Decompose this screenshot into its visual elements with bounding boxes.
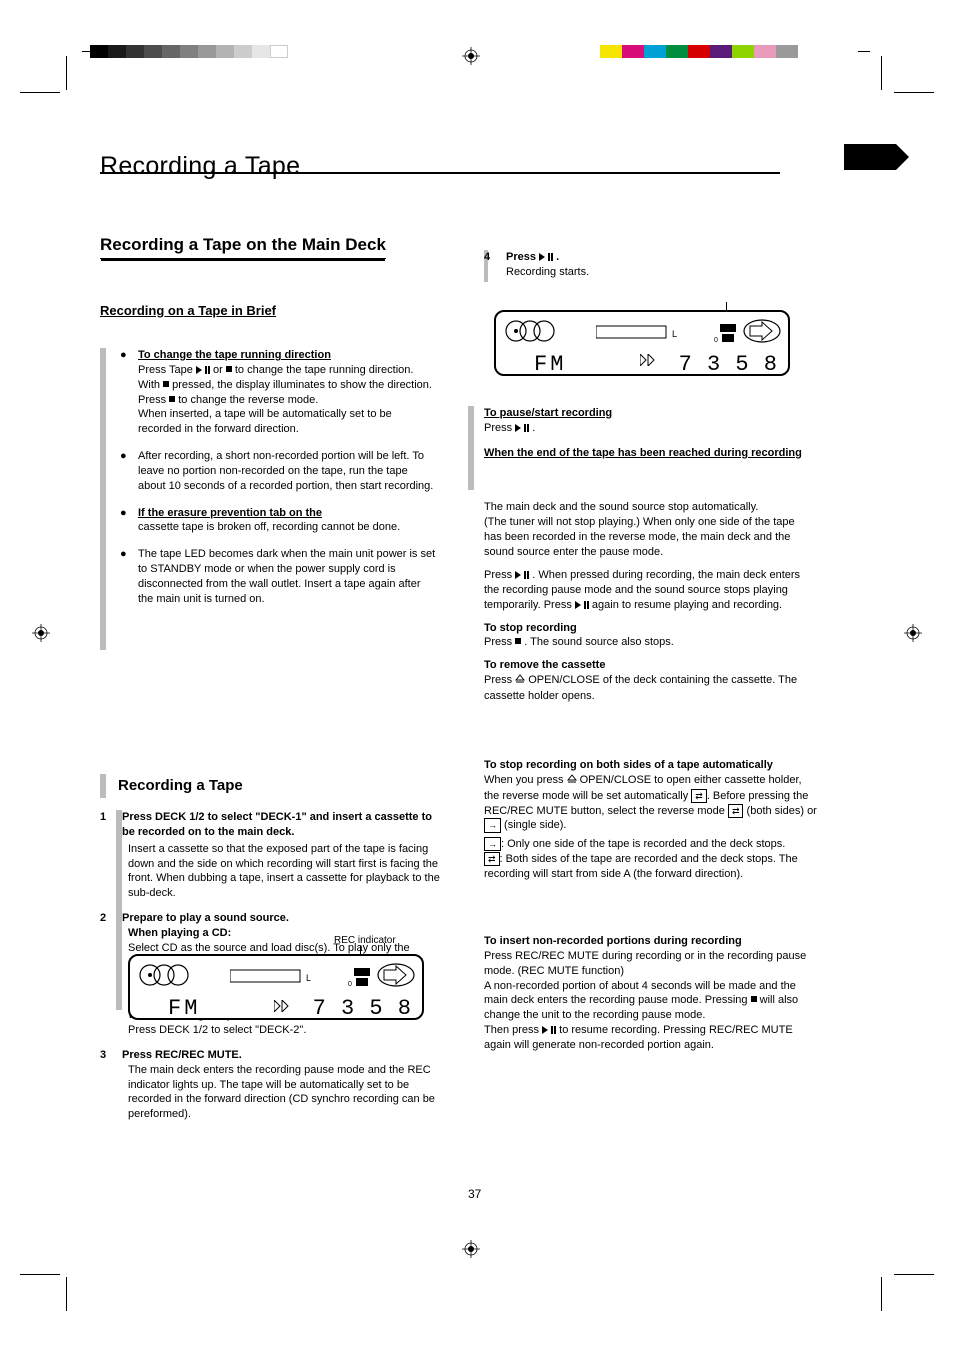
body-text: To insert non-recorded portions during r…: [484, 934, 818, 1053]
registration-mark-right: [904, 624, 922, 642]
note-block: ● To change the tape running direction P…: [120, 348, 438, 607]
subsection-heading: Recording on a Tape in Brief: [100, 302, 432, 320]
procedure-heading: Recording a Tape: [118, 776, 450, 796]
tick-mark: [66, 56, 67, 90]
svg-text:0: 0: [348, 981, 352, 988]
section-tab: [844, 144, 896, 170]
page-title: Recording a Tape: [100, 150, 300, 184]
lcd-band: FM: [534, 350, 566, 380]
tick-mark: [894, 92, 934, 93]
disc-icon: [504, 318, 556, 344]
lcd-figure: REC indicator L 0 FM 7 3 5 8: [128, 946, 460, 1020]
body-text: The main deck and the sound source stop …: [484, 500, 804, 559]
disc-icon: [138, 962, 190, 988]
registration-mark-left: [32, 624, 50, 642]
meter-icon: L: [596, 322, 682, 342]
lcd-ff-icon: [640, 354, 664, 371]
tape-out-icon: [742, 318, 782, 344]
lcd-freq: 7 3 5 8: [679, 350, 778, 380]
sidebar-rule: [468, 406, 474, 490]
tick-mark: [858, 51, 870, 52]
lcd-ff-icon: [274, 998, 298, 1017]
tick-mark: [20, 92, 60, 93]
tick-mark: [82, 51, 94, 52]
sidebar-rule: [100, 774, 106, 798]
svg-text:L: L: [306, 973, 311, 983]
title-rule: [100, 172, 780, 174]
registration-mark-top: [462, 47, 480, 65]
lcd-figure: L 0 FM 7 3 5 8: [494, 310, 790, 376]
body-text: Press . When pressed during recording, t…: [484, 568, 818, 704]
page-number: 37: [468, 1186, 481, 1202]
tick-mark: [881, 56, 882, 90]
svg-text:L: L: [672, 329, 677, 339]
svg-text:0: 0: [714, 337, 718, 344]
lcd-band: FM: [168, 994, 200, 1024]
color-swatch: [600, 45, 798, 58]
lcd-freq: 7 3 5 8: [313, 994, 412, 1024]
section-heading: Recording a Tape on the Main Deck: [100, 234, 432, 259]
tick-mark: [20, 1274, 60, 1275]
registration-mark-bottom: [462, 1240, 480, 1258]
tape-out-icon: [376, 962, 416, 988]
rec-callout: REC indicator: [334, 934, 396, 948]
tick-mark: [881, 1277, 882, 1311]
tick-mark: [894, 1274, 934, 1275]
body-text: To stop recording on both sides of a tap…: [484, 758, 818, 882]
step-block: 4 Press .Recording starts.: [484, 250, 804, 280]
meter-icon: L: [230, 966, 316, 986]
tick-mark: [66, 1277, 67, 1311]
grayscale-swatch: [90, 45, 288, 58]
sidebar-rule: [100, 348, 106, 650]
note-block: To pause/start recording Press . When th…: [484, 406, 804, 461]
